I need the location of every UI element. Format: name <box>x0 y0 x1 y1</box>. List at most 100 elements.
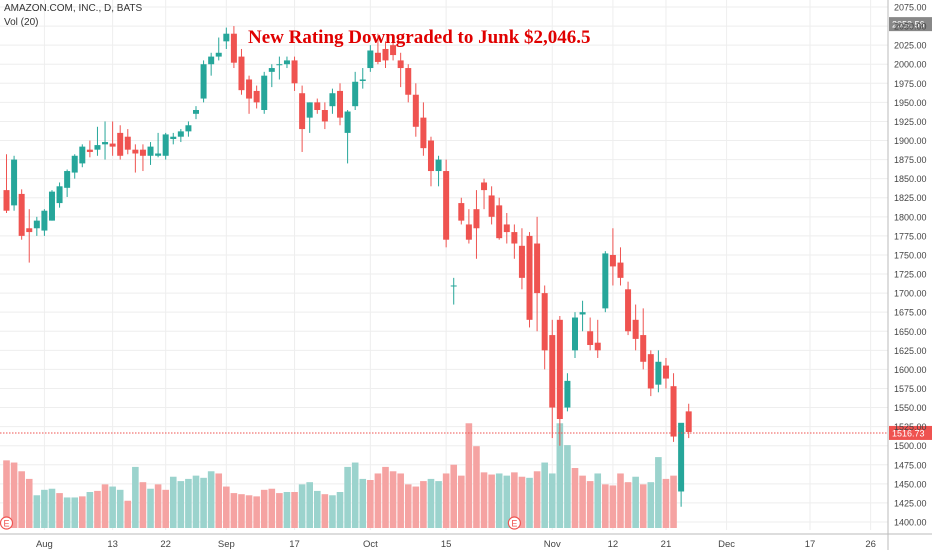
volume-bar <box>169 476 177 528</box>
volume-bar <box>260 489 268 528</box>
y-tick-label: 2075.00 <box>894 3 927 13</box>
candle-body <box>132 149 139 154</box>
volume-bar <box>518 476 526 528</box>
y-tick-label: 1975.00 <box>894 79 927 89</box>
candle-body <box>18 193 25 236</box>
volume-bar <box>624 482 632 528</box>
x-tick-label: 12 <box>608 539 619 550</box>
candle-body <box>139 149 146 156</box>
volume-bar <box>162 489 169 528</box>
candle-body <box>435 159 442 172</box>
candle-body <box>405 68 412 95</box>
volume-bar <box>647 482 655 528</box>
y-tick-label: 1775.00 <box>894 231 927 241</box>
y-tick-label: 1950.00 <box>894 98 927 108</box>
candle-body <box>458 203 465 221</box>
volume-bar <box>632 476 639 528</box>
volume-bar <box>86 492 94 528</box>
candle-body <box>473 209 480 229</box>
volume-bar <box>253 496 260 528</box>
candle-body <box>208 56 215 65</box>
candle-body <box>268 68 275 72</box>
volume-bar <box>670 475 677 528</box>
volume-bar <box>283 492 291 528</box>
volume-bar <box>124 500 132 528</box>
candle-body <box>48 191 55 221</box>
volume-bar <box>298 484 306 528</box>
volume-bar <box>450 464 458 528</box>
chart-grid <box>0 0 888 530</box>
volume-bar <box>374 473 382 528</box>
candle-body <box>155 153 162 156</box>
volume-bar <box>586 481 594 528</box>
candle-body <box>124 136 131 150</box>
candle-body <box>94 145 101 150</box>
candle-body <box>609 254 616 267</box>
candle-body <box>602 253 609 309</box>
candle-body <box>481 182 488 191</box>
candle-body <box>450 285 457 287</box>
candle-body <box>238 56 245 91</box>
candle-body <box>200 64 207 99</box>
volume-bar <box>404 484 412 528</box>
symbol-legend: AMAZON.COM, INC., D, BATS <box>4 3 143 14</box>
candle-body <box>246 79 253 99</box>
volume-bar <box>473 446 480 528</box>
volume-bar <box>639 484 647 528</box>
candle-body <box>617 262 624 278</box>
volume-bar <box>579 475 586 528</box>
x-tick-label: Aug <box>36 539 53 550</box>
y-tick-label: 2050.00 <box>894 22 927 32</box>
x-tick-label: Sep <box>218 539 235 550</box>
volume-bar <box>132 466 139 528</box>
earnings-marker-icon <box>0 516 14 530</box>
y-tick-label: 1400.00 <box>894 518 927 528</box>
volume-bar <box>3 460 10 528</box>
volume-bar <box>427 478 435 528</box>
volume-bar <box>63 497 71 528</box>
volume-bar <box>56 493 63 528</box>
candle-body <box>647 354 654 389</box>
volume-bar <box>177 481 185 528</box>
volume-bar <box>548 473 556 528</box>
volume-bar <box>533 471 541 528</box>
candle-body <box>261 75 268 110</box>
volume-bar <box>359 478 367 528</box>
volume-bar <box>94 490 101 528</box>
candle-body <box>496 205 503 239</box>
volume-bar <box>465 423 473 528</box>
y-tick-label: 1500.00 <box>894 441 927 451</box>
candle-body <box>33 220 40 229</box>
volume-bar <box>48 488 56 528</box>
volume-bar <box>389 471 397 528</box>
y-tick-label: 1825.00 <box>894 193 927 203</box>
candle-body <box>556 319 563 419</box>
y-tick-label: 1475.00 <box>894 460 927 470</box>
earnings-marker-label: E <box>3 519 9 529</box>
candle-body <box>549 335 556 408</box>
y-tick-label: 1425.00 <box>894 498 927 508</box>
volume-bar <box>571 468 579 528</box>
candle-body <box>276 64 283 66</box>
candle-body <box>177 131 184 137</box>
candle-body <box>662 365 669 379</box>
candle-body <box>518 245 525 278</box>
candle-body <box>511 232 518 244</box>
price-marker-box <box>889 425 932 440</box>
volume-bar <box>276 493 283 528</box>
volume-bar <box>351 462 359 528</box>
volume-bar <box>230 493 238 528</box>
y-tick-label: 1800.00 <box>894 212 927 222</box>
volume-bar <box>215 473 223 528</box>
y-tick-label: 1700.00 <box>894 289 927 299</box>
y-tick-label: 1450.00 <box>894 479 927 489</box>
x-tick-label: 15 <box>441 539 452 550</box>
candle-body <box>594 342 601 351</box>
volume-bar <box>602 484 609 528</box>
candle-body <box>685 411 692 432</box>
volume-bar <box>495 473 503 528</box>
price-marker-label: 1516.73 <box>892 428 925 438</box>
volume-bar <box>382 466 389 528</box>
candle-body <box>147 146 154 156</box>
